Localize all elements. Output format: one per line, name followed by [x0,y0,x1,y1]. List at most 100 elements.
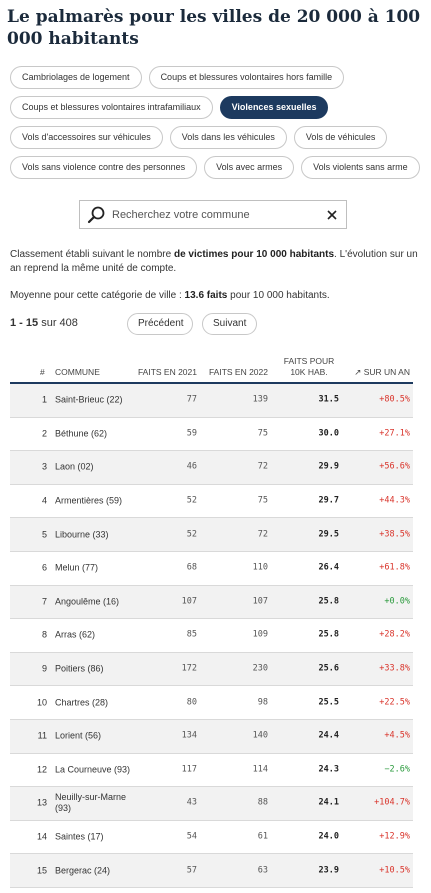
evolution-cell: +56.6% [379,461,410,472]
evolution-cell: +44.3% [379,495,410,506]
facts-per-10k-cell: 29.5 [318,529,339,540]
commune-cell: Lorient (56) [55,730,102,741]
category-chip[interactable]: Vols dans les véhicules [169,126,287,149]
rank-cell: 3 [41,461,47,472]
table-row[interactable]: 7 Angoulême (16) 107 107 25.8 +0.0% [10,585,413,620]
column-header-rank[interactable]: # [40,367,45,377]
pagination-count: 1 - 15 sur 408 [10,317,78,329]
category-chip[interactable]: Vols de véhicules [293,126,388,149]
category-chip[interactable]: Cambriolages de logement [10,66,142,89]
table-row[interactable]: 6 Melun (77) 68 110 26.4 +61.8% [10,552,413,586]
facts-per-10k-cell: 25.6 [318,663,339,674]
facts-2022-cell: 72 [257,461,268,472]
category-chip[interactable]: Coups et blessures volontaires intrafami… [10,96,213,119]
commune-cell: Saint-Brieuc (22) [55,394,123,405]
facts-per-10k-cell: 26.4 [318,562,339,573]
rank-cell: 13 [36,797,47,808]
search-input[interactable] [112,208,323,221]
rank-cell: 1 [41,394,47,405]
column-header-2022[interactable]: FAITS EN 2022 [208,367,268,377]
evolution-cell: +12.9% [379,831,410,842]
facts-2021-cell: 107 [181,596,197,607]
category-chip[interactable]: Violences sexuelles [219,96,329,119]
next-page-button[interactable]: Suivant [202,313,257,335]
facts-2021-cell: 59 [186,428,197,439]
facts-2022-cell: 88 [257,797,268,808]
facts-per-10k-cell: 25.8 [318,629,339,640]
table-row[interactable]: 5 Libourne (33) 52 72 29.5 +38.5% [10,518,413,552]
table-row[interactable]: 3 Laon (02) 46 72 29.9 +56.6% [10,451,413,485]
category-chip[interactable]: Vols violents sans arme [301,156,420,179]
facts-2021-cell: 80 [186,697,197,708]
evolution-cell: +4.5% [384,730,410,741]
table-row[interactable]: 11 Lorient (56) 134 140 24.4 +4.5% [10,719,413,754]
evolution-cell: +27.1% [379,428,410,439]
evolution-cell: +80.5% [379,394,410,405]
facts-per-10k-cell: 24.0 [318,831,339,842]
commune-cell: Chartres (28) [55,697,109,708]
rank-cell: 7 [41,596,47,607]
table-row[interactable]: 2 Béthune (62) 59 75 30.0 +27.1% [10,418,413,452]
search-icon [87,206,105,223]
category-chip[interactable]: Vols sans violence contre des personnes [10,156,198,179]
rank-cell: 15 [36,865,47,876]
category-chip[interactable]: Coups et blessures volontaires hors fami… [148,66,345,89]
commune-cell: Béthune (62) [55,428,108,439]
table-row[interactable]: 12 La Courneuve (93) 117 114 24.3 −2.6% [10,754,413,788]
commune-cell: Bergerac (24) [55,865,111,876]
commune-cell: Melun (77) [55,562,99,573]
table-row[interactable]: 1 Saint-Brieuc (22) 77 139 31.5 +80.5% [10,384,413,418]
commune-cell: La Courneuve (93) [55,764,131,775]
category-row: Vols d'accessoires sur véhicules Vols dan… [10,126,425,149]
facts-2021-cell: 46 [186,461,197,472]
facts-2022-cell: 61 [257,831,268,842]
table-row[interactable]: 9 Poitiers (86) 172 230 25.6 +33.8% [10,652,413,687]
evolution-cell: +10.5% [379,865,410,876]
table-row[interactable]: 10 Chartres (28) 80 98 25.5 +22.5% [10,686,413,720]
facts-2021-cell: 85 [186,629,197,640]
column-header-2021[interactable]: FAITS EN 2021 [137,367,197,377]
column-header-commune[interactable]: COMMUNE [55,367,100,377]
category-chip[interactable]: Vols avec armes [204,156,295,179]
commune-cell: Laon (02) [55,461,94,472]
facts-2022-cell: 109 [252,629,268,640]
search-box [79,200,347,229]
column-header-evolution[interactable]: ↗ SUR UN AN [354,367,410,377]
evolution-cell: +38.5% [379,529,410,540]
facts-per-10k-cell: 24.3 [318,764,339,775]
facts-2021-cell: 43 [186,797,197,808]
category-average: Moyenne pour cette catégorie de ville : … [10,290,330,301]
table-row[interactable]: 8 Arras (62) 85 109 25.8 +28.2% [10,619,413,653]
table-row[interactable]: 15 Bergerac (24) 57 63 23.9 +10.5% [10,854,413,888]
facts-per-10k-cell: 29.9 [318,461,339,472]
table-row[interactable]: 13 Neuilly-sur-Marne (93) 43 88 24.1 +104.7% [10,787,413,821]
commune-cell: Arras (62) [55,629,96,640]
evolution-cell: +33.8% [379,663,410,674]
column-header-per-10k[interactable]: FAITS POUR 10K HAB. [283,356,335,377]
page-title: Le palmarès pour les villes de 20 000 à … [7,7,421,49]
table-header: # COMMUNE FAITS EN 2021 FAITS EN 2022 FA… [10,348,413,384]
table-row[interactable]: 14 Saintes (17) 54 61 24.0 +12.9% [10,821,413,855]
facts-per-10k-cell: 31.5 [318,394,339,405]
evolution-cell: +104.7% [374,797,410,808]
facts-2022-cell: 98 [257,697,268,708]
table-row[interactable]: 4 Armentières (59) 52 75 29.7 +44.3% [10,485,413,519]
commune-cell: Saintes (17) [55,831,104,842]
rank-cell: 4 [41,495,47,506]
facts-2021-cell: 117 [181,764,197,775]
rank-cell: 14 [36,831,47,842]
facts-2021-cell: 54 [186,831,197,842]
previous-page-button[interactable]: Précédent [127,313,193,335]
evolution-cell: −2.6% [384,764,410,775]
facts-2021-cell: 172 [181,663,197,674]
rank-cell: 10 [36,697,47,708]
category-chip[interactable]: Vols d'accessoires sur véhicules [10,126,163,149]
commune-cell: Libourne (33) [55,529,109,540]
facts-per-10k-cell: 24.1 [318,797,339,808]
facts-per-10k-cell: 25.5 [318,697,339,708]
facts-2022-cell: 140 [252,730,268,741]
facts-2021-cell: 57 [186,865,197,876]
table-body: 1 Saint-Brieuc (22) 77 139 31.5 +80.5% 2 Béthun… [10,384,413,888]
facts-per-10k-cell: 25.8 [318,596,339,607]
close-icon[interactable] [323,206,341,224]
